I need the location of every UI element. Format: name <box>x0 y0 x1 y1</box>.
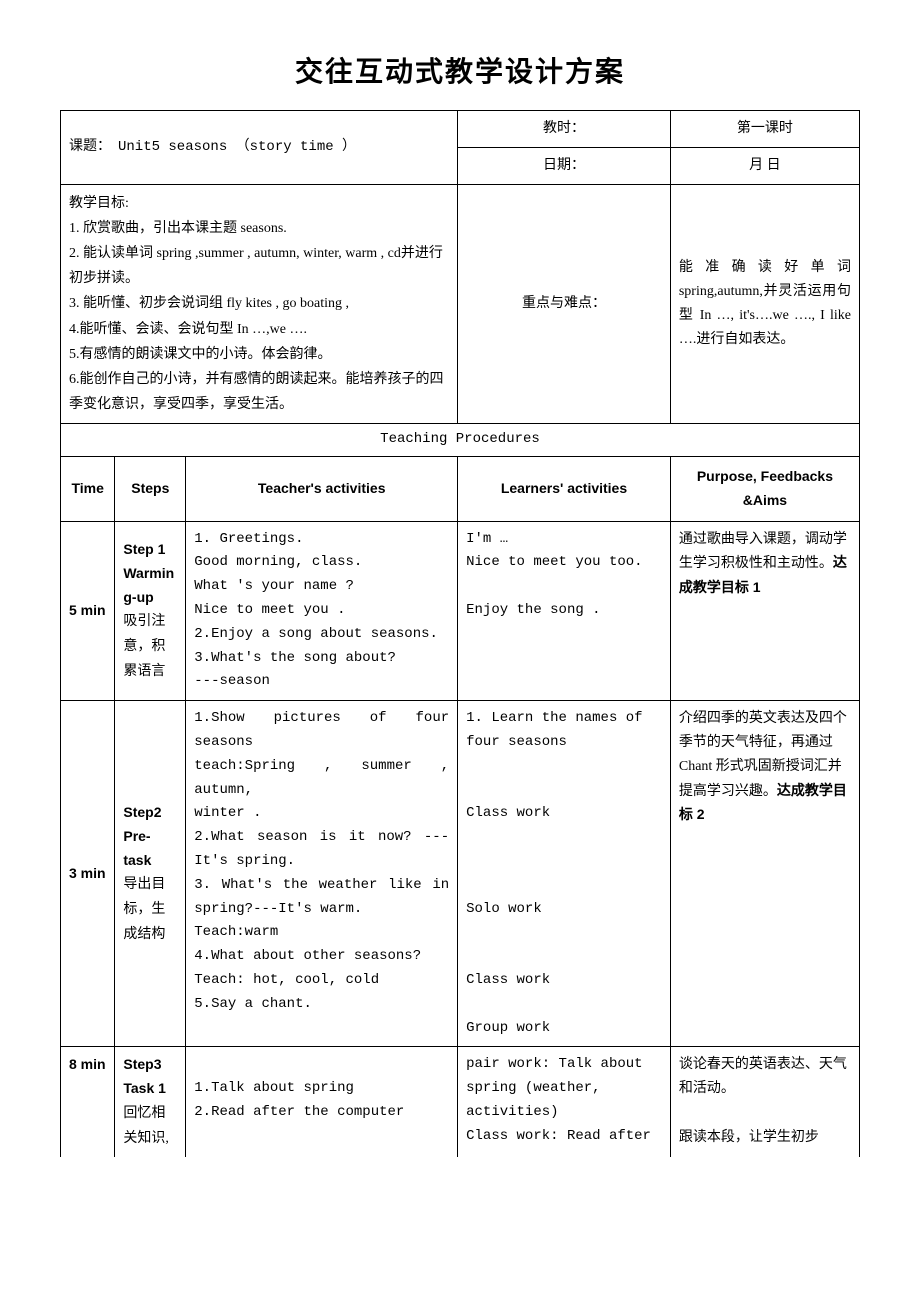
step-en: Step2 Pre-task <box>123 804 161 868</box>
keypoints-label: 重点与难点： <box>458 184 671 424</box>
step-en: Step3 Task 1 <box>123 1056 166 1096</box>
col-time: Time <box>61 457 115 522</box>
col-teacher: Teacher's activities <box>186 457 458 522</box>
topic-label: 课题： <box>69 139 111 154</box>
col-purpose: Purpose, Feedbacks &Aims <box>670 457 859 522</box>
goal-item: 2. 能认读单词 spring ,summer , autumn, winter… <box>69 241 449 291</box>
steps-cell: Step2 Pre-task 导出目标，生成结构 <box>115 701 186 1047</box>
step-cn: 回忆相关知识, <box>123 1106 169 1146</box>
procedures-header-row: Teaching Procedures <box>61 424 860 457</box>
steps-cell: Step3 Task 1 回忆相关知识, <box>115 1047 186 1157</box>
step-en: Step 1 Warming-up <box>123 541 174 605</box>
teacher-cell: 1.Talk about spring 2.Read after the com… <box>186 1047 458 1157</box>
topic-value: Unit5 seasons （story time ） <box>118 139 356 155</box>
column-header-row: Time Steps Teacher's activities Learners… <box>61 457 860 522</box>
col-learner: Learners' activities <box>458 457 671 522</box>
goal-item: 5.有感情的朗读课文中的小诗。体会韵律。 <box>69 342 449 367</box>
learner-cell: pair work: Talk about spring (weather, a… <box>458 1047 671 1157</box>
lesson-plan-table: 课题： Unit5 seasons （story time ） 教时： 第一课时… <box>60 110 860 1157</box>
date-label: 日期： <box>458 147 671 184</box>
header-row-1: 课题： Unit5 seasons （story time ） 教时： 第一课时 <box>61 111 860 148</box>
goal-item: 6.能创作自己的小诗，并有感情的朗读起来。能培养孩子的四季变化意识，享受四季，享… <box>69 367 449 417</box>
time-cell: 5 min <box>61 521 115 701</box>
col-steps: Steps <box>115 457 186 522</box>
steps-cell: Step 1 Warming-up 吸引注意，积累语言 <box>115 521 186 701</box>
goals-row: 教学目标: 1. 欣赏歌曲，引出本课主题 seasons. 2. 能认读单词 s… <box>61 184 860 424</box>
learner-cell: 1. Learn the names of four seasons Class… <box>458 701 671 1047</box>
step-cn: 吸引注意，积累语言 <box>123 614 165 679</box>
period-value: 第一课时 <box>670 111 859 148</box>
procedure-row: 8 min Step3 Task 1 回忆相关知识, 1.Talk about … <box>61 1047 860 1157</box>
date-value: 月 日 <box>670 147 859 184</box>
learner-cell: I'm … Nice to meet you too. Enjoy the so… <box>458 521 671 701</box>
goals-label: 教学目标: <box>69 191 449 216</box>
step-cn: 导出目标，生成结构 <box>123 877 165 942</box>
goal-item: 4.能听懂、会读、会说句型 In …,we …. <box>69 317 449 342</box>
purpose-cell: 介绍四季的英文表达及四个季节的天气特征，再通过 Chant 形式巩固新授词汇并提… <box>670 701 859 1047</box>
purpose-cell: 谈论春天的英语表达、天气和活动。 跟读本段，让学生初步 <box>670 1047 859 1157</box>
goal-item: 1. 欣赏歌曲，引出本课主题 seasons. <box>69 216 449 241</box>
purpose-text: 谈论春天的英语表达、天气和活动。 跟读本段，让学生初步 <box>679 1057 847 1144</box>
page-title: 交往互动式教学设计方案 <box>60 50 860 90</box>
teacher-cell: 1.Show pictures of four seasons teach:Sp… <box>186 701 458 1047</box>
period-label: 教时： <box>458 111 671 148</box>
procedures-header: Teaching Procedures <box>61 424 860 457</box>
teacher-cell: 1. Greetings. Good morning, class. What … <box>186 521 458 701</box>
purpose-cell: 通过歌曲导入课题，调动学生学习积极性和主动性。达成教学目标 1 <box>670 521 859 701</box>
purpose-text: 通过歌曲导入课题，调动学生学习积极性和主动性。 <box>679 532 847 572</box>
time-cell: 3 min <box>61 701 115 1047</box>
time-cell: 8 min <box>61 1047 115 1157</box>
procedure-row: 5 min Step 1 Warming-up 吸引注意，积累语言 1. Gre… <box>61 521 860 701</box>
goal-item: 3. 能听懂、初步会说词组 fly kites , go boating , <box>69 291 449 316</box>
keypoints-text: 能准确读好单词spring,autumn,并灵活运用句型 In …, it's…… <box>670 184 859 424</box>
procedure-row: 3 min Step2 Pre-task 导出目标，生成结构 1.Show pi… <box>61 701 860 1047</box>
